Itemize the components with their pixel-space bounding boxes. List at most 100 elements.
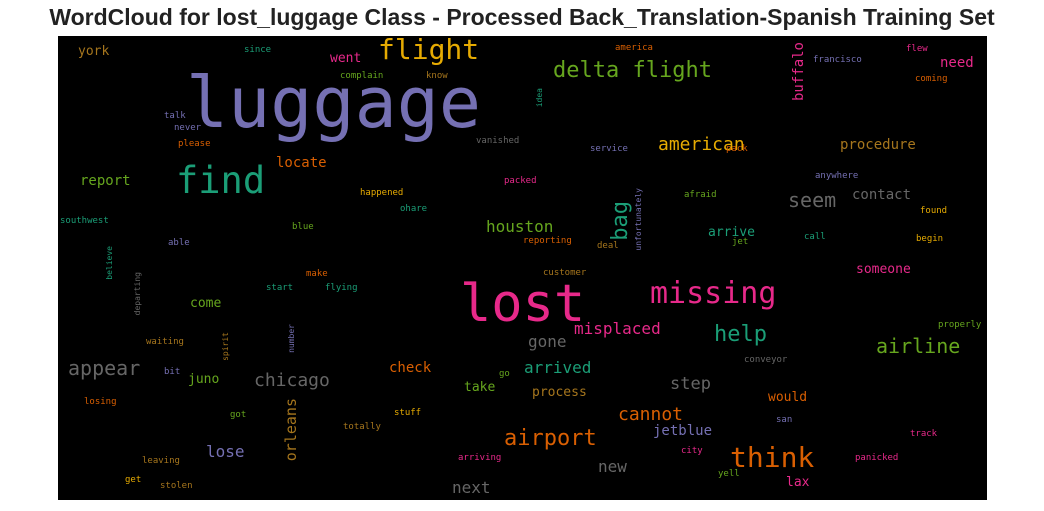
word-city: city	[681, 446, 703, 456]
word-conveyor: conveyor	[744, 355, 788, 365]
word-jet: jet	[732, 237, 749, 247]
word-misplaced: misplaced	[574, 319, 661, 338]
word-delta-flight: delta flight	[553, 58, 712, 83]
word-gone: gone	[528, 332, 567, 351]
word-help: help	[714, 322, 767, 347]
word-coming: coming	[915, 74, 948, 84]
word-talk: talk	[164, 111, 186, 121]
word-start: start	[266, 283, 294, 293]
word-luggage: luggage	[186, 62, 482, 144]
word-arriving: arriving	[458, 453, 502, 463]
word-complain: complain	[340, 71, 384, 81]
word-departing: departing	[133, 272, 142, 316]
chart-title: WordCloud for lost_luggage Class - Proce…	[49, 4, 995, 30]
word-arrived: arrived	[524, 358, 592, 377]
word-seem: seem	[788, 188, 837, 212]
word-flight: flight	[378, 36, 480, 66]
word-airport: airport	[504, 426, 597, 451]
word-check: check	[389, 360, 432, 376]
word-found: found	[920, 206, 948, 216]
word-houston: houston	[486, 217, 554, 236]
word-lose: lose	[206, 442, 245, 461]
word-ohare: ohare	[400, 204, 428, 214]
word-went: went	[330, 51, 362, 66]
word-never: never	[174, 123, 202, 133]
word-locate: locate	[276, 155, 327, 171]
word-bit: bit	[164, 367, 181, 377]
word-please: please	[178, 139, 211, 149]
word-since: since	[244, 45, 272, 55]
word-service: service	[590, 144, 628, 154]
word-got: got	[230, 410, 247, 420]
word-missing: missing	[650, 276, 777, 311]
word-report: report	[80, 173, 131, 189]
word-flew: flew	[906, 44, 928, 54]
word-blue: blue	[292, 222, 314, 232]
word-customer: customer	[543, 268, 587, 278]
word-southwest: southwest	[60, 216, 109, 226]
word-american: american	[658, 134, 745, 155]
word-losing: losing	[84, 397, 117, 407]
word-arrive: arrive	[708, 225, 755, 240]
word-next: next	[452, 478, 491, 497]
word-know: know	[426, 71, 448, 81]
word-track: track	[910, 429, 938, 439]
word-francisco: francisco	[813, 55, 862, 65]
word-need: need	[940, 55, 974, 71]
word-packed: packed	[504, 176, 537, 186]
word-get: get	[125, 475, 142, 485]
word-york: york	[78, 44, 110, 59]
word-spirit: spirit	[221, 332, 230, 361]
word-step: step	[670, 374, 711, 394]
word-airline: airline	[876, 334, 961, 358]
word-buffalo: buffalo	[791, 42, 807, 102]
word-cannot: cannot	[618, 404, 684, 425]
word-bag: bag	[608, 201, 633, 241]
word-appear: appear	[68, 356, 141, 380]
word-find: find	[176, 159, 266, 202]
word-begin: begin	[916, 234, 944, 244]
word-number: number	[287, 324, 296, 353]
word-vanished: vanished	[476, 136, 520, 146]
word-totally: totally	[343, 422, 381, 432]
word-new: new	[598, 457, 627, 476]
word-go: go	[499, 369, 510, 379]
word-yell: yell	[718, 469, 740, 479]
word-lax: lax	[786, 475, 810, 490]
wordcloud-canvas: luggage lost find missing flight think delta f…	[58, 36, 987, 500]
word-pack: pack	[726, 144, 748, 154]
word-afraid: afraid	[684, 190, 717, 200]
word-jetblue: jetblue	[653, 423, 713, 439]
word-happened: happened	[360, 188, 404, 198]
word-unfortunately: unfortunately	[634, 188, 643, 251]
word-stolen: stolen	[160, 481, 193, 491]
word-think: think	[730, 441, 815, 474]
word-flying: flying	[325, 283, 358, 293]
word-would: would	[768, 390, 808, 405]
word-panicked: panicked	[855, 453, 899, 463]
word-chicago: chicago	[254, 370, 330, 391]
word-anywhere: anywhere	[815, 171, 859, 181]
word-someone: someone	[856, 262, 911, 277]
word-procedure: procedure	[840, 137, 916, 153]
word-leaving: leaving	[142, 456, 180, 466]
word-contact: contact	[852, 187, 912, 203]
word-waiting: waiting	[146, 337, 184, 347]
word-call: call	[804, 232, 826, 242]
word-take: take	[464, 380, 496, 395]
word-able: able	[168, 238, 190, 248]
word-believe: believe	[105, 246, 114, 280]
word-san: san	[776, 415, 793, 425]
word-lost: lost	[460, 274, 586, 334]
word-make: make	[306, 269, 328, 279]
word-reporting: reporting	[523, 236, 572, 246]
word-idea: idea	[535, 88, 544, 108]
word-america: america	[615, 43, 653, 53]
word-orleans: orleans	[282, 398, 300, 462]
word-properly: properly	[938, 320, 982, 330]
word-deal: deal	[597, 241, 619, 251]
word-juno: juno	[188, 372, 220, 387]
word-process: process	[532, 385, 587, 400]
word-come: come	[190, 296, 222, 311]
word-stuff: stuff	[394, 408, 422, 418]
